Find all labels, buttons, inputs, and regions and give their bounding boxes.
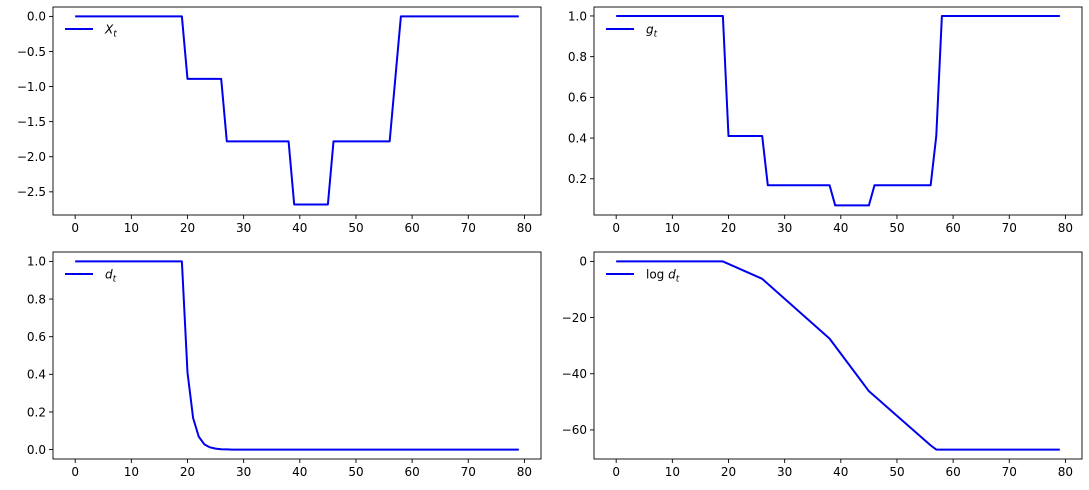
subplot-2: 0 10 20 30 40 50 60 70 80 0.2 0.4 0.6 0.8 1.0 gt bbox=[568, 6, 1083, 235]
y-tick-label: 0.4 bbox=[568, 131, 587, 145]
y-tick-label: 0.2 bbox=[568, 172, 587, 186]
legend-label: gt bbox=[646, 23, 658, 40]
y-tick-label: 0.0 bbox=[27, 10, 46, 24]
y-tick-label: 0.2 bbox=[27, 405, 46, 419]
y-tick-label: 0.0 bbox=[27, 443, 46, 457]
y-tick-label: 1.0 bbox=[568, 9, 587, 23]
legend-main: d bbox=[668, 268, 676, 282]
series-line bbox=[75, 15, 519, 206]
x-tick-label: 70 bbox=[1002, 221, 1017, 235]
legend: gt bbox=[606, 23, 658, 40]
x-tick-label: 80 bbox=[517, 221, 532, 235]
x-tick-label: 40 bbox=[833, 221, 848, 235]
axes-frame bbox=[593, 6, 1083, 216]
y-tick-label: 0.6 bbox=[568, 91, 587, 105]
x-tick-label: 10 bbox=[124, 221, 139, 235]
y-tick-label: 0.6 bbox=[27, 330, 46, 344]
x-tick-label: 60 bbox=[945, 465, 960, 479]
legend: dt bbox=[65, 268, 117, 285]
x-tick-label: 60 bbox=[404, 465, 419, 479]
series-line bbox=[616, 14, 1060, 207]
x-tick-label: 40 bbox=[292, 465, 307, 479]
y-tick-label: 0.8 bbox=[27, 292, 46, 306]
x-tick-label: 0 bbox=[71, 465, 79, 479]
legend: log dt bbox=[606, 268, 680, 285]
legend-prefix: log bbox=[646, 268, 668, 282]
x-tick-label: 10 bbox=[665, 221, 680, 235]
subplot-1: 0 10 20 30 40 50 60 70 80 0.0 −0.5 −1.0 −1.5 −2.0 −2.5… bbox=[17, 6, 542, 235]
axes-frame bbox=[593, 251, 1083, 460]
legend-subscript: t bbox=[676, 275, 680, 285]
x-tick-label: 40 bbox=[292, 221, 307, 235]
subplot-3: 0 10 20 30 40 50 60 70 80 0.0 0.2 0.4 0.6 0.8 1.0 dt bbox=[27, 251, 542, 479]
legend-main: X bbox=[104, 23, 114, 37]
y-tick-label: −60 bbox=[562, 423, 587, 437]
y-tick-label: −0.5 bbox=[17, 45, 46, 59]
subplot-4: 0 10 20 30 40 50 60 70 80 0 −20 −40 −60 log dt bbox=[562, 251, 1083, 479]
x-tick-label: 0 bbox=[71, 221, 79, 235]
x-tick-label: 80 bbox=[1058, 221, 1073, 235]
y-tick-label: 0.4 bbox=[27, 368, 46, 382]
y-tick-label: −1.0 bbox=[17, 80, 46, 94]
axes-frame bbox=[52, 251, 542, 460]
x-tick-label: 0 bbox=[612, 221, 620, 235]
x-tick-label: 0 bbox=[612, 465, 620, 479]
x-tick-label: 30 bbox=[236, 465, 251, 479]
x-tick-label: 30 bbox=[777, 465, 792, 479]
y-tick-label: 0 bbox=[579, 255, 587, 269]
legend-label: dt bbox=[105, 268, 117, 285]
x-tick-label: 10 bbox=[665, 465, 680, 479]
x-tick-label: 70 bbox=[461, 465, 476, 479]
x-tick-label: 80 bbox=[1058, 465, 1073, 479]
x-tick-label: 40 bbox=[833, 465, 848, 479]
x-tick-label: 70 bbox=[461, 221, 476, 235]
legend-label: Xt bbox=[104, 23, 117, 40]
y-tick-label: −2.0 bbox=[17, 150, 46, 164]
y-tick-label: 1.0 bbox=[27, 255, 46, 269]
x-tick-label: 60 bbox=[945, 221, 960, 235]
legend: Xt bbox=[65, 23, 117, 40]
x-tick-label: 50 bbox=[348, 465, 363, 479]
y-tick-label: −40 bbox=[562, 367, 587, 381]
x-tick-label: 50 bbox=[889, 221, 904, 235]
axes-frame bbox=[52, 6, 542, 216]
x-tick-label: 30 bbox=[236, 221, 251, 235]
x-tick-label: 70 bbox=[1002, 465, 1017, 479]
x-tick-label: 30 bbox=[777, 221, 792, 235]
x-tick-label: 60 bbox=[404, 221, 419, 235]
legend-main: d bbox=[105, 268, 113, 282]
y-tick-label: −20 bbox=[562, 311, 587, 325]
x-tick-label: 20 bbox=[180, 221, 195, 235]
legend-subscript: t bbox=[654, 30, 658, 40]
y-tick-label: −1.5 bbox=[17, 115, 46, 129]
series-line bbox=[75, 260, 519, 451]
x-tick-label: 50 bbox=[889, 465, 904, 479]
x-tick-label: 80 bbox=[517, 465, 532, 479]
x-tick-label: 20 bbox=[180, 465, 195, 479]
x-tick-label: 50 bbox=[348, 221, 363, 235]
legend-label: log dt bbox=[646, 268, 680, 285]
x-tick-label: 20 bbox=[721, 221, 736, 235]
x-tick-label: 20 bbox=[721, 465, 736, 479]
series-line bbox=[616, 260, 1060, 451]
y-tick-label: 0.8 bbox=[568, 50, 587, 64]
x-tick-label: 10 bbox=[124, 465, 139, 479]
y-tick-label: −2.5 bbox=[17, 185, 46, 199]
legend-subscript: t bbox=[113, 275, 117, 285]
legend-subscript: t bbox=[113, 30, 117, 40]
legend-main: g bbox=[646, 23, 654, 37]
